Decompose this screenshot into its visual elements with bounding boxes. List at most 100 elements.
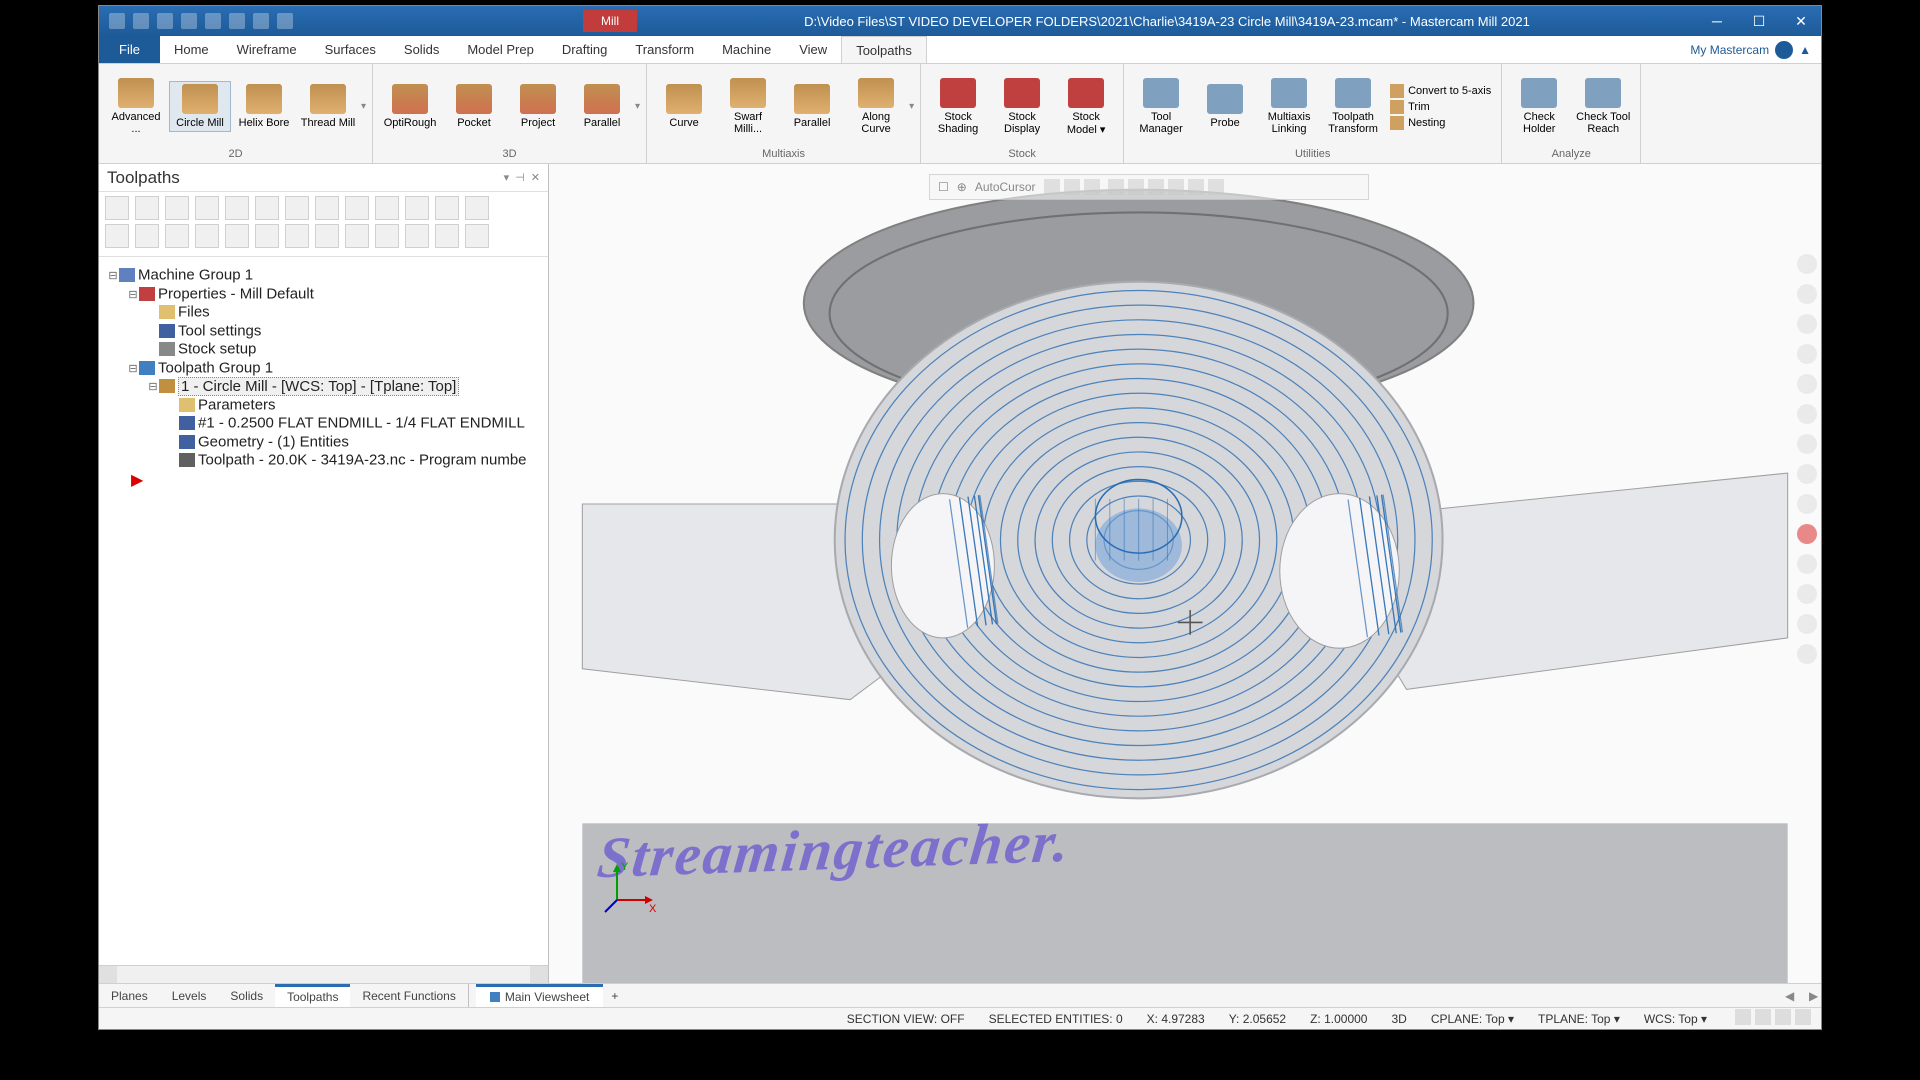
close-button[interactable]: ✕: [1781, 9, 1821, 33]
panel-tool-1[interactable]: [135, 196, 159, 220]
tab-planes[interactable]: Planes: [99, 984, 160, 1007]
panel-tool2-0[interactable]: [105, 224, 129, 248]
ribbon-thread-mill[interactable]: Thread Mill: [297, 82, 359, 131]
tab-scroll[interactable]: ▶: [1797, 984, 1821, 1007]
viewport[interactable]: ☐⊕AutoCursor Streamingteacher. Y X: [549, 164, 1821, 983]
autocursor-toolbar[interactable]: ☐⊕AutoCursor: [929, 174, 1369, 200]
panel-tool2-4[interactable]: [225, 224, 249, 248]
panel-tool-5[interactable]: [255, 196, 279, 220]
print-icon[interactable]: [181, 13, 197, 29]
menu-machine[interactable]: Machine: [708, 36, 785, 63]
panel-tool2-5[interactable]: [255, 224, 279, 248]
ribbon-stock-display[interactable]: Stock Display: [991, 76, 1053, 137]
ribbon-curve[interactable]: Curve: [653, 82, 715, 131]
status-wcs[interactable]: WCS: Top ▾: [1644, 1012, 1707, 1026]
tree-node[interactable]: ⊟1 - Circle Mill - [WCS: Top] - [Tplane:…: [103, 377, 544, 395]
panel-tool2-12[interactable]: [465, 224, 489, 248]
panel-tool-4[interactable]: [225, 196, 249, 220]
tree-node[interactable]: Geometry - (1) Entities: [103, 433, 544, 451]
ribbon-tool-manager[interactable]: Tool Manager: [1130, 76, 1192, 137]
menu-surfaces[interactable]: Surfaces: [311, 36, 390, 63]
panel-tool-2[interactable]: [165, 196, 189, 220]
panel-tool2-10[interactable]: [405, 224, 429, 248]
menu-drafting[interactable]: Drafting: [548, 36, 622, 63]
ribbon-trim[interactable]: Trim: [1390, 100, 1491, 114]
ribbon-parallel[interactable]: Parallel: [571, 82, 633, 131]
status-cplane[interactable]: CPLANE: Top ▾: [1431, 1012, 1514, 1026]
menu-toolpaths[interactable]: Toolpaths: [841, 36, 927, 63]
tree-node[interactable]: #1 - 0.2500 FLAT ENDMILL - 1/4 FLAT ENDM…: [103, 414, 544, 432]
panel-tool2-1[interactable]: [135, 224, 159, 248]
add-viewsheet-button[interactable]: +: [603, 984, 626, 1007]
menu-solids[interactable]: Solids: [390, 36, 453, 63]
view-tool-10[interactable]: [1797, 554, 1817, 574]
tree-node[interactable]: Toolpath - 20.0K - 3419A-23.nc - Program…: [103, 451, 544, 469]
tab-toolpaths[interactable]: Toolpaths: [275, 984, 350, 1007]
panel-tool-11[interactable]: [435, 196, 459, 220]
panel-tool2-3[interactable]: [195, 224, 219, 248]
tab-scroll[interactable]: ◀: [1773, 984, 1797, 1007]
scroll-track[interactable]: [117, 966, 530, 983]
tab-recent-functions[interactable]: Recent Functions: [350, 984, 467, 1007]
ribbon-convert-to-5-axis[interactable]: Convert to 5-axis: [1390, 84, 1491, 98]
menu-file[interactable]: File: [99, 36, 160, 63]
scroll-left-icon[interactable]: [99, 966, 117, 983]
ribbon-parallel[interactable]: Parallel: [781, 82, 843, 131]
ribbon-stock-shading[interactable]: Stock Shading: [927, 76, 989, 137]
view-tool-11[interactable]: [1797, 584, 1817, 604]
tree-node[interactable]: Parameters: [103, 396, 544, 414]
panel-tool2-2[interactable]: [165, 224, 189, 248]
panel-dropdown-icon[interactable]: ▾: [504, 171, 510, 184]
view-tool-4[interactable]: [1797, 374, 1817, 394]
tree-node[interactable]: Tool settings: [103, 322, 544, 340]
account-link[interactable]: My Mastercam▲: [1680, 36, 1821, 63]
status-section[interactable]: SECTION VIEW: OFF: [847, 1012, 965, 1026]
open-icon[interactable]: [157, 13, 173, 29]
ribbon-check-holder[interactable]: Check Holder: [1508, 76, 1570, 137]
maximize-button[interactable]: ☐: [1739, 9, 1779, 33]
tree-node[interactable]: ⊟Toolpath Group 1: [103, 359, 544, 377]
scroll-right-icon[interactable]: [530, 966, 548, 983]
view-tool-8[interactable]: [1797, 494, 1817, 514]
tab-solids[interactable]: Solids: [218, 984, 275, 1007]
menu-wireframe[interactable]: Wireframe: [223, 36, 311, 63]
panel-tool2-6[interactable]: [285, 224, 309, 248]
ribbon-pocket[interactable]: Pocket: [443, 82, 505, 131]
tree-node[interactable]: ⊟Properties - Mill Default: [103, 285, 544, 303]
view-tool-0[interactable]: [1797, 254, 1817, 274]
view-tool-6[interactable]: [1797, 434, 1817, 454]
status-tplane[interactable]: TPLANE: Top ▾: [1538, 1012, 1620, 1026]
tree-node[interactable]: Files: [103, 303, 544, 321]
minimize-button[interactable]: ─: [1697, 9, 1737, 33]
panel-tool2-8[interactable]: [345, 224, 369, 248]
qat-icon-6[interactable]: [229, 13, 245, 29]
ribbon-probe[interactable]: Probe: [1194, 82, 1256, 131]
panel-pin-icon[interactable]: ⊣: [515, 171, 525, 184]
ribbon-check-tool-reach[interactable]: Check Tool Reach: [1572, 76, 1634, 137]
ribbon-circle-mill[interactable]: Circle Mill: [169, 81, 231, 132]
panel-tool-9[interactable]: [375, 196, 399, 220]
panel-tool-7[interactable]: [315, 196, 339, 220]
panel-tool2-7[interactable]: [315, 224, 339, 248]
panel-tool-8[interactable]: [345, 196, 369, 220]
view-tool-12[interactable]: [1797, 614, 1817, 634]
ribbon-swarf-milli-[interactable]: Swarf Milli...: [717, 76, 779, 137]
menu-model-prep[interactable]: Model Prep: [453, 36, 547, 63]
ribbon-optirough[interactable]: OptiRough: [379, 82, 441, 131]
ribbon-project[interactable]: Project: [507, 82, 569, 131]
panel-tool-3[interactable]: [195, 196, 219, 220]
view-tool-3[interactable]: [1797, 344, 1817, 364]
tree-node[interactable]: ⊟Machine Group 1: [103, 266, 544, 284]
ribbon-stock-model-[interactable]: Stock Model ▾: [1055, 76, 1117, 138]
status-mode[interactable]: 3D: [1391, 1012, 1406, 1026]
panel-tool2-9[interactable]: [375, 224, 399, 248]
panel-tool-0[interactable]: [105, 196, 129, 220]
redo-icon[interactable]: [277, 13, 293, 29]
menu-home[interactable]: Home: [160, 36, 223, 63]
ribbon-helix-bore[interactable]: Helix Bore: [233, 82, 295, 131]
ribbon-toolpath-transform[interactable]: Toolpath Transform: [1322, 76, 1384, 137]
ribbon-advanced-[interactable]: Advanced ...: [105, 76, 167, 137]
view-tool-13[interactable]: [1797, 644, 1817, 664]
view-tool-9[interactable]: [1797, 524, 1817, 544]
view-tool-1[interactable]: [1797, 284, 1817, 304]
